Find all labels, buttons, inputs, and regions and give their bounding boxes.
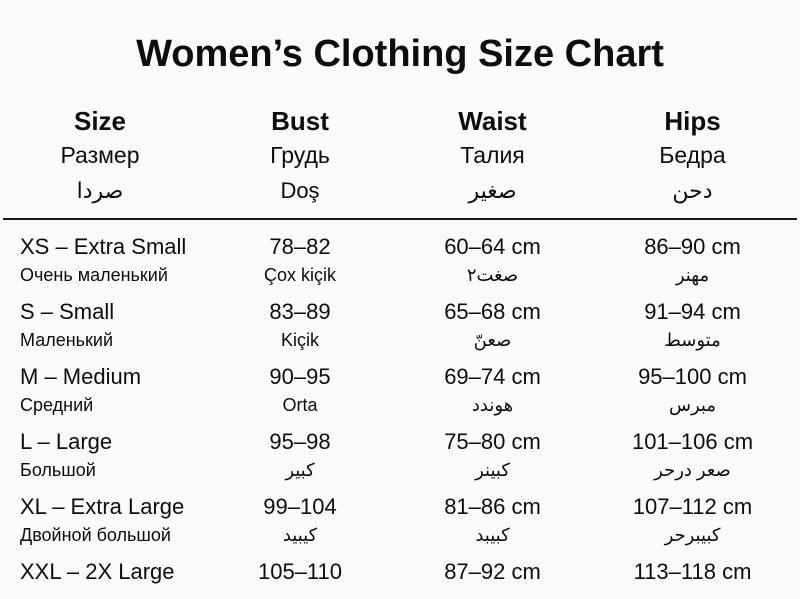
waist-translation: كبينر	[475, 460, 510, 480]
size-cell: M – Medium Средний	[0, 363, 200, 420]
bust-value: 99–104	[263, 494, 337, 519]
hips-translation: متوسط	[664, 330, 721, 350]
waist-cell: 60–64 cm صغت٢	[400, 233, 585, 290]
table-body: XS – Extra Small Очень маленький 78–82 Ç…	[0, 220, 800, 586]
hips-value: 107–112 cm	[632, 494, 753, 519]
bust-translation: Orta	[282, 395, 318, 415]
bust-value: 78–82	[269, 234, 331, 259]
table-row: XS – Extra Small Очень маленький 78–82 Ç…	[0, 225, 800, 290]
hips-translation: مبرس	[669, 395, 716, 415]
bust-translation: كبير	[285, 460, 315, 480]
size-cell: XL – Extra Large Двойной большой	[0, 493, 200, 550]
hips-cell: 95–100 cm مبرس	[585, 363, 800, 420]
bust-translation: Kiçik	[280, 330, 319, 350]
size-translation: Двойной большой	[20, 525, 171, 545]
bust-value: 83–89	[269, 299, 331, 324]
size-cell: L – Large Большой	[0, 428, 200, 485]
bust-header-english: Bust	[271, 106, 329, 136]
size-label: S – Small	[20, 299, 115, 324]
waist-cell: 69–74 cm هوندد	[400, 363, 585, 420]
waist-header-english: Waist	[458, 106, 527, 136]
size-label: XL – Extra Large	[20, 494, 185, 519]
waist-value: 69–74 cm	[444, 364, 541, 389]
hips-value: 113–118 cm	[633, 559, 752, 584]
table-header: Size Размер صردا Bust Грудь Doş Waist Та…	[0, 104, 800, 210]
header-divider	[3, 218, 797, 220]
bust-cell: 99–104 كيبيد	[200, 493, 400, 550]
table-row: XXL – 2X Large 105–110 87–92 cm 113–118 …	[0, 550, 800, 586]
table-row: XL – Extra Large Двойной большой 99–104 …	[0, 485, 800, 550]
bust-cell: 90–95 Orta	[200, 363, 400, 420]
size-translation: Очень маленький	[20, 265, 168, 285]
waist-translation: صغت٢	[466, 265, 519, 285]
column-header-waist: Waist Талия صغير	[400, 104, 585, 210]
column-header-size: Size Размер صردا	[0, 104, 200, 210]
size-translation: Средний	[20, 395, 94, 415]
waist-translation: هوندد	[471, 395, 514, 415]
waist-header-russian: Талия	[460, 142, 525, 168]
waist-value: 81–86 cm	[444, 494, 541, 519]
hips-cell: 113–118 cm	[585, 558, 800, 586]
size-cell: XS – Extra Small Очень маленький	[0, 233, 200, 290]
hips-value: 95–100 cm	[638, 364, 747, 389]
hips-header-english: Hips	[664, 106, 721, 136]
bust-translation: كيبيد	[282, 525, 318, 545]
hips-translation: صعر درحر	[654, 460, 731, 480]
bust-cell: 78–82 Çox kiçik	[200, 233, 400, 290]
hips-value: 101–106 cm	[631, 429, 754, 454]
column-header-hips: Hips Бедра دحن	[585, 104, 800, 210]
waist-cell: 65–68 cm صعنّ	[400, 298, 585, 355]
hips-cell: 101–106 cm صعر درحر	[585, 428, 800, 485]
size-header-english: Size	[73, 106, 127, 136]
waist-translation: كبيبد	[475, 525, 510, 545]
size-label: XS – Extra Small	[20, 234, 187, 259]
bust-cell: 83–89 Kiçik	[200, 298, 400, 355]
waist-cell: 81–86 cm كبيبد	[400, 493, 585, 550]
hips-cell: 91–94 cm متوسط	[585, 298, 800, 355]
table-row: M – Medium Средний 90–95 Orta 69–74 cm ه…	[0, 355, 800, 420]
waist-value: 87–92 cm	[444, 559, 541, 584]
table-row: L – Large Большой 95–98 كبير 75–80 cm كب…	[0, 420, 800, 485]
waist-cell: 75–80 cm كبينر	[400, 428, 585, 485]
hips-translation: مهنر	[675, 265, 710, 285]
waist-header-arabic: صغير	[468, 178, 517, 203]
bust-translation: Çox kiçik	[263, 265, 336, 285]
hips-value: 91–94 cm	[644, 299, 741, 324]
bust-value: 105–110	[257, 559, 342, 584]
hips-header-russian: Бедра	[659, 142, 726, 168]
waist-translation: صعنّ	[473, 330, 512, 350]
size-cell: S – Small Маленький	[0, 298, 200, 355]
page-title: Women’s Clothing Size Chart	[136, 33, 664, 75]
size-header-arabic: صردا	[76, 178, 124, 203]
size-translation: Большой	[20, 460, 96, 480]
bust-cell: 105–110	[200, 558, 400, 586]
bust-header-russian: Грудь	[270, 142, 330, 168]
column-header-bust: Bust Грудь Doş	[200, 104, 400, 210]
size-header-russian: Размер	[60, 142, 140, 168]
size-translation: Маленький	[20, 330, 114, 350]
waist-cell: 87–92 cm	[400, 558, 585, 586]
table-row: S – Small Маленький 83–89 Kiçik 65–68 cm…	[0, 290, 800, 355]
size-label: XXL – 2X Large	[20, 559, 175, 584]
bust-value: 90–95	[269, 364, 331, 389]
size-label: L – Large	[20, 429, 113, 454]
hips-value: 86–90 cm	[644, 234, 741, 259]
bust-value: 95–98	[269, 429, 331, 454]
waist-value: 65–68 cm	[444, 299, 541, 324]
waist-value: 60–64 cm	[444, 234, 541, 259]
hips-cell: 86–90 cm مهنر	[585, 233, 800, 290]
size-label: M – Medium	[20, 364, 142, 389]
bust-cell: 95–98 كبير	[200, 428, 400, 485]
bust-header-azerbaijani: Doş	[280, 178, 320, 203]
hips-header-arabic: دحن	[672, 178, 713, 203]
size-cell: XXL – 2X Large	[0, 558, 200, 586]
hips-cell: 107–112 cm كبيبرحر	[585, 493, 800, 550]
waist-value: 75–80 cm	[444, 429, 541, 454]
hips-translation: كبيبرحر	[664, 525, 721, 545]
